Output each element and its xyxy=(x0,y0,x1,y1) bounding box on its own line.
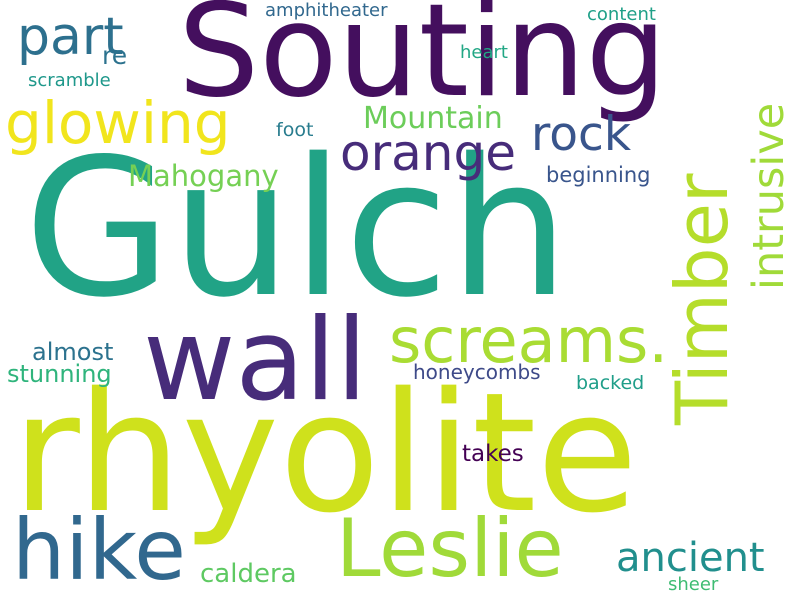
word-part: part xyxy=(17,7,124,67)
word-hike: hike xyxy=(12,501,186,599)
word-scramble: scramble xyxy=(28,70,111,91)
word-caldera: caldera xyxy=(200,559,297,589)
word-ancient: ancient xyxy=(616,535,765,581)
word-stunning: stunning xyxy=(7,360,112,388)
word-content: content xyxy=(587,4,656,25)
word-glowing: glowing xyxy=(5,89,231,157)
word-gulch: Gulch xyxy=(24,118,570,339)
word-honeycombs: honeycombs xyxy=(413,360,541,384)
word-screams: screams. xyxy=(389,304,669,377)
word-leslie: Leslie xyxy=(336,502,564,595)
word-beginning: beginning xyxy=(546,163,651,187)
word-takes: takes xyxy=(462,441,524,467)
word-timber: Timber xyxy=(660,173,744,425)
word-rhyolite: rhyolite xyxy=(12,357,639,549)
word-amphitheater: amphitheater xyxy=(265,0,388,21)
word-intrusive: intrusive xyxy=(744,102,794,290)
word-wall: wall xyxy=(143,294,368,426)
word-backed: backed xyxy=(576,372,645,394)
word-mahogany: Mahogany xyxy=(128,159,279,193)
word-mountain: Mountain xyxy=(363,101,503,136)
word-foot: foot xyxy=(276,119,314,141)
word-heart: heart xyxy=(460,42,508,63)
word-sheer: sheer xyxy=(668,574,719,595)
word-rock: rock xyxy=(531,107,632,162)
word-almost: almost xyxy=(32,338,114,366)
word-orange: orange xyxy=(340,124,516,182)
word-souting: Souting xyxy=(178,0,667,126)
word-re: re xyxy=(102,41,128,70)
